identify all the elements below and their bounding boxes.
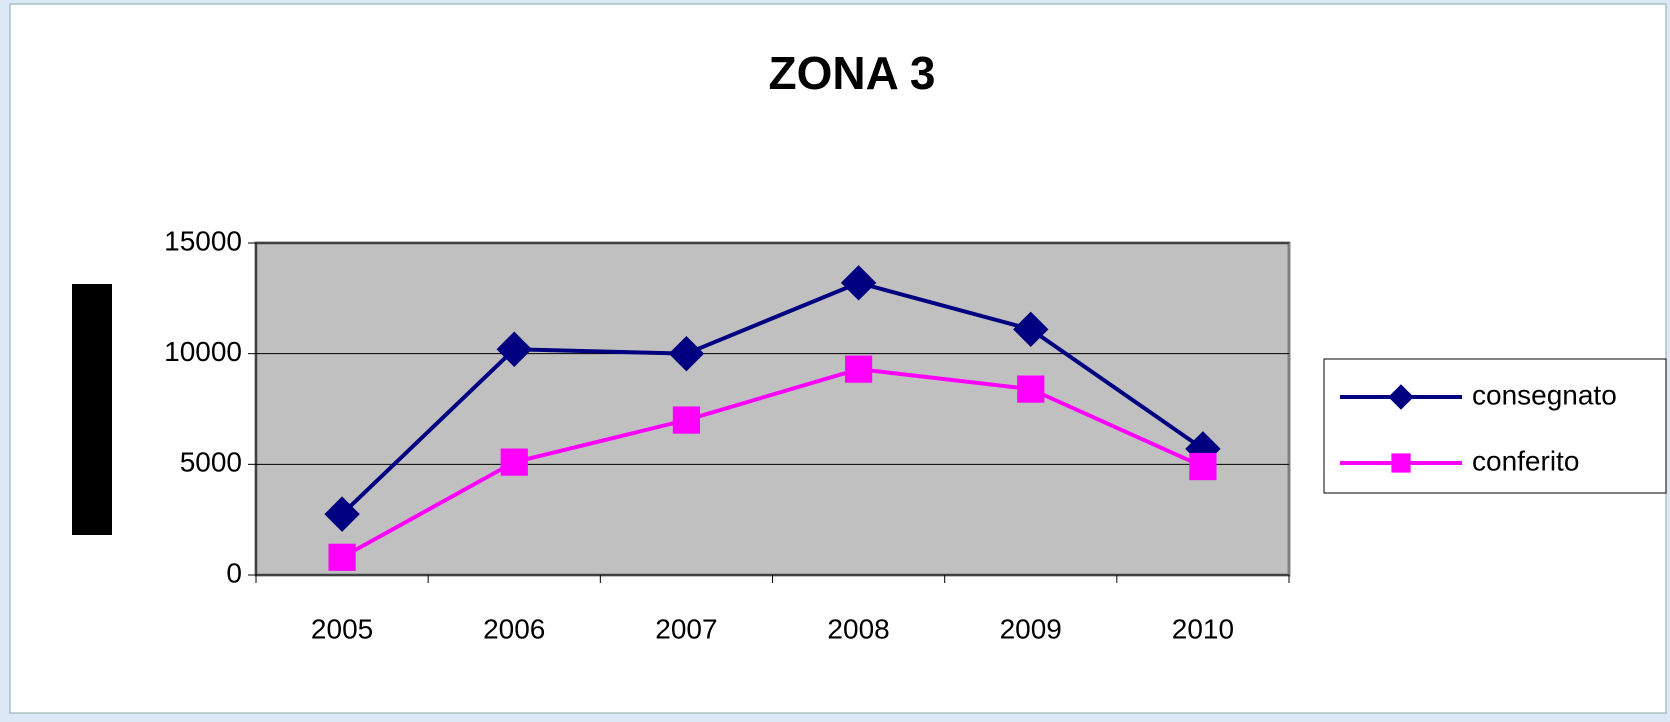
axis-label-block — [72, 284, 112, 535]
y-tick-label: 15000 — [164, 225, 242, 256]
x-tick-label: 2007 — [655, 613, 717, 644]
marker — [328, 543, 356, 571]
series-line — [340, 280, 1205, 516]
marker — [496, 331, 532, 367]
chart-title: ZONA 3 — [769, 47, 936, 99]
marker — [324, 496, 360, 532]
y-tick-label: 5000 — [180, 447, 242, 478]
marker — [672, 406, 701, 434]
marker — [500, 448, 528, 476]
marker — [1391, 453, 1411, 473]
marker — [1017, 375, 1045, 403]
marker — [1189, 452, 1217, 481]
marker — [840, 265, 877, 301]
marker — [844, 355, 873, 383]
legend-label: conferito — [1472, 445, 1579, 476]
x-tick-label: 2005 — [311, 613, 373, 644]
series-line — [341, 367, 1204, 560]
marker — [668, 335, 705, 372]
x-tick-label: 2010 — [1172, 613, 1234, 644]
marker — [1388, 384, 1414, 410]
y-tick-label: 10000 — [164, 336, 242, 367]
y-tick-label: 0 — [226, 557, 242, 588]
x-tick-label: 2009 — [1000, 613, 1062, 644]
x-tick-label: 2006 — [483, 613, 545, 644]
legend — [1323, 358, 1667, 494]
x-tick-label: 2008 — [827, 613, 889, 644]
legend-label: consegnato — [1472, 379, 1617, 410]
plot-area — [254, 241, 1291, 577]
marker — [1013, 311, 1049, 348]
